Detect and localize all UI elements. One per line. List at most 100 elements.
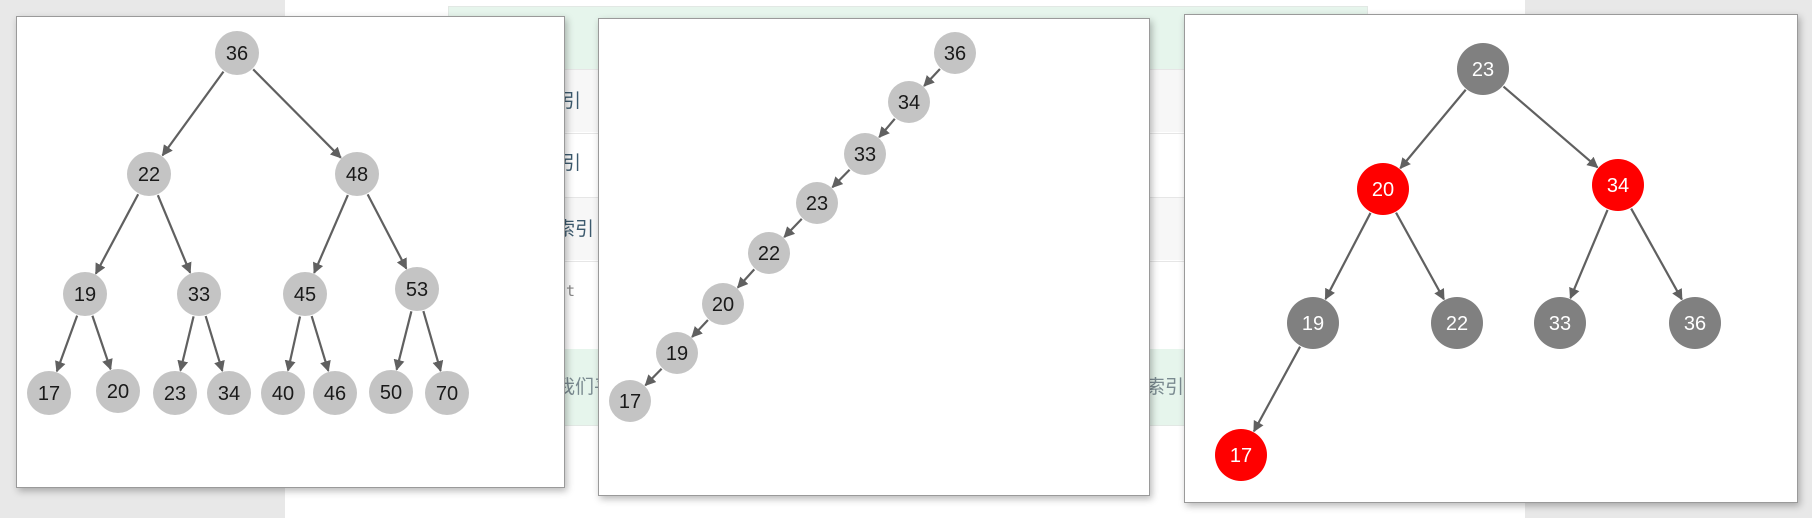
- node-circle: [283, 272, 327, 316]
- edge-n36-n48: [252, 68, 342, 159]
- node-label: 34: [218, 383, 240, 405]
- edge-m20-m19: [691, 319, 709, 338]
- background-text: 引: [562, 152, 582, 174]
- tree-node-19: 19: [1287, 297, 1339, 349]
- node-circle: [1357, 163, 1409, 215]
- tree-node-19: 19: [63, 272, 107, 316]
- node-circle: [153, 371, 197, 415]
- node-circle: [1287, 297, 1339, 349]
- node-label: 19: [666, 343, 688, 365]
- node-label: 53: [406, 279, 428, 301]
- node-circle: [425, 371, 469, 415]
- node-label: 70: [436, 383, 458, 405]
- node-label: 48: [346, 164, 368, 186]
- edge-r34-r33: [1569, 209, 1609, 300]
- node-circle: [207, 371, 251, 415]
- edge-n22-n19: [94, 193, 140, 275]
- node-label: 17: [38, 383, 60, 405]
- edge-r23-r20: [1399, 89, 1467, 170]
- tree-node-22: 22: [748, 232, 790, 274]
- node-circle: [1431, 297, 1483, 349]
- node-circle: [313, 371, 357, 415]
- edge-m36-m34: [923, 68, 941, 87]
- edge-m19-m17: [644, 367, 663, 387]
- node-circle: [844, 133, 886, 175]
- tree-node-22: 22: [1431, 297, 1483, 349]
- node-circle: [1457, 43, 1509, 95]
- node-label: 33: [188, 284, 210, 306]
- edge-n36-n22: [161, 70, 225, 157]
- node-circle: [335, 152, 379, 196]
- node-label: 20: [107, 381, 129, 403]
- tree-node-22: 22: [127, 152, 171, 196]
- node-label: 23: [806, 193, 828, 215]
- edge-m22-m20: [736, 268, 756, 289]
- node-label: 33: [1549, 313, 1571, 335]
- node-label: 36: [944, 43, 966, 65]
- node-label: 23: [1472, 59, 1494, 81]
- tree-node-36: 36: [1669, 297, 1721, 349]
- background-text: 索引: [556, 218, 595, 240]
- edge-r20-r19: [1324, 212, 1372, 301]
- tree-node-23: 23: [153, 371, 197, 415]
- node-label: 19: [1302, 313, 1324, 335]
- complete-bst-diagram: 36 22 48 19 33 45 53 17 20 23 34 40 46 50 70: [27, 31, 469, 415]
- tree-node-34: 34: [207, 371, 251, 415]
- node-circle: [1669, 297, 1721, 349]
- edge-n19-n20: [91, 315, 113, 371]
- node-label: 20: [712, 294, 734, 316]
- edge-n45-n40: [284, 316, 302, 372]
- edge-n22-n33: [156, 194, 192, 274]
- edge-m23-m22: [783, 218, 803, 238]
- node-circle: [748, 232, 790, 274]
- node-circle: [96, 369, 140, 413]
- node-circle: [127, 152, 171, 196]
- node-label: 33: [854, 144, 876, 166]
- node-label: 17: [619, 391, 641, 413]
- tree-node-23: 23: [796, 182, 838, 224]
- tree-node-40: 40: [261, 371, 305, 415]
- tree-node-50: 50: [369, 370, 413, 414]
- tree-node-33: 33: [1534, 297, 1586, 349]
- tree-node-20: 20: [702, 283, 744, 325]
- node-label: 19: [74, 284, 96, 306]
- tree-node-34: 34: [888, 81, 930, 123]
- tree-node-17: 17: [609, 380, 651, 422]
- tree-node-23: 23: [1457, 43, 1509, 95]
- node-label: 45: [294, 284, 316, 306]
- node-circle: [796, 182, 838, 224]
- node-circle: [27, 371, 71, 415]
- node-circle: [215, 31, 259, 75]
- tree-node-17: 17: [27, 371, 71, 415]
- node-circle: [369, 370, 413, 414]
- node-circle: [1215, 429, 1267, 481]
- complete-bst-panel: 36 22 48 19 33 45 53 17 20 23 34 40 46 50 70: [16, 16, 565, 488]
- edge-r19-r17: [1252, 346, 1302, 433]
- edge-r23-r34: [1502, 85, 1599, 169]
- edge-n45-n46: [310, 315, 331, 373]
- edge-r20-r22: [1395, 212, 1445, 301]
- tree-node-45: 45: [283, 272, 327, 316]
- tree-node-33: 33: [844, 133, 886, 175]
- node-label: 46: [324, 383, 346, 405]
- edge-n53-n50: [393, 311, 413, 371]
- tree-node-33: 33: [177, 272, 221, 316]
- tree-node-48: 48: [335, 152, 379, 196]
- tree-node-19: 19: [656, 332, 698, 374]
- tree-node-17: 17: [1215, 429, 1267, 481]
- tree-node-36: 36: [215, 31, 259, 75]
- edge-n33-n34: [204, 315, 225, 373]
- node-label: 22: [1446, 313, 1468, 335]
- node-circle: [934, 32, 976, 74]
- edge-m34-m33: [878, 118, 896, 139]
- background-text: 索引: [1146, 376, 1185, 398]
- node-label: 22: [138, 164, 160, 186]
- edge-n48-n53: [366, 193, 408, 270]
- node-circle: [656, 332, 698, 374]
- node-label: 36: [1684, 313, 1706, 335]
- red-black-tree-panel: 23 20 34 19 22 33 36 17: [1184, 14, 1798, 503]
- node-label: 34: [898, 92, 920, 114]
- node-circle: [261, 371, 305, 415]
- edge-m33-m23: [831, 168, 851, 189]
- background-text: t: [566, 282, 576, 300]
